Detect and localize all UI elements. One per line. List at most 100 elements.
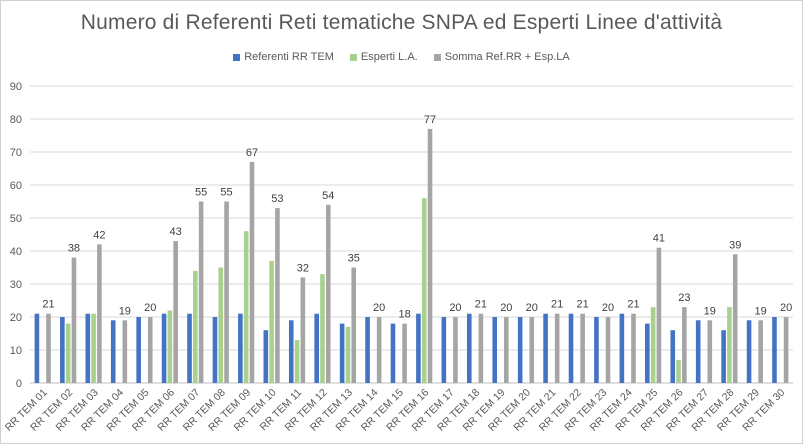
bar-somma-ref-rr-esp-la-20	[529, 317, 535, 383]
bar-referenti-rr-tem-16	[416, 313, 421, 383]
data-label: 20	[144, 302, 156, 314]
bar-referenti-rr-tem-20	[517, 317, 523, 383]
data-label: 77	[424, 114, 436, 126]
bar-referenti-rr-tem-8	[212, 317, 218, 383]
bar-esperti-l-a--8	[218, 267, 224, 383]
data-label: 19	[755, 305, 767, 317]
bar-somma-ref-rr-esp-la-23	[605, 317, 611, 383]
gridlines	[30, 85, 793, 384]
bar-somma-ref-rr-esp-la-4	[122, 320, 128, 383]
bar-esperti-l-a--25	[650, 307, 656, 383]
bar-esperti-l-a--3	[91, 313, 96, 383]
bar-referenti-rr-tem-30	[772, 317, 777, 383]
bar-referenti-rr-tem-11	[288, 320, 294, 383]
bar-somma-ref-rr-esp-la-8	[224, 201, 229, 383]
bar-esperti-l-a--10	[269, 260, 274, 383]
data-label: 21	[42, 299, 54, 311]
bar-referenti-rr-tem-15	[390, 323, 396, 383]
bar-referenti-rr-tem-19	[492, 317, 498, 383]
y-tick-label: 20	[10, 312, 22, 324]
data-label: 20	[449, 302, 461, 314]
bar-somma-ref-rr-esp-la-24	[631, 313, 636, 383]
legend-label-somma: Somma Ref.RR + Esp.LA	[444, 51, 570, 63]
data-label: 21	[627, 299, 639, 311]
bar-referenti-rr-tem-4	[110, 320, 116, 383]
bar-somma-ref-rr-esp-la-18	[478, 313, 484, 383]
data-labels: 21 38 42 19 20 43 55 55 67 53 32 54 35 20 18 77 20 21 20 20…	[42, 114, 792, 321]
bar-somma-ref-rr-esp-la-2	[71, 257, 77, 383]
legend-item-referenti: Referenti RR TEM	[233, 51, 334, 63]
bar-somma-ref-rr-esp-la-9	[249, 161, 255, 383]
bar-esperti-l-a--13	[345, 326, 351, 383]
y-tick-label: 70	[10, 147, 22, 159]
data-label: 38	[68, 243, 80, 255]
bar-somma-ref-rr-esp-la-25	[656, 247, 662, 383]
bar-esperti-l-a--2	[65, 323, 71, 383]
bar-somma-ref-rr-esp-la-16	[427, 128, 433, 383]
bar-referenti-rr-tem-24	[619, 313, 625, 383]
bar-referenti-rr-tem-9	[238, 313, 243, 383]
data-label: 35	[348, 253, 360, 265]
data-label: 19	[119, 305, 131, 317]
bar-somma-ref-rr-esp-la-10	[275, 208, 280, 383]
bar-esperti-l-a--28	[727, 307, 732, 383]
data-label: 53	[271, 193, 283, 205]
bar-referenti-rr-tem-13	[339, 323, 345, 383]
data-label: 67	[246, 147, 258, 159]
bar-referenti-rr-tem-14	[365, 317, 370, 383]
bar-referenti-rr-tem-5	[136, 317, 141, 383]
bar-somma-ref-rr-esp-la-11	[300, 277, 306, 383]
bar-somma-ref-rr-esp-la-26	[682, 307, 687, 383]
bar-referenti-rr-tem-23	[594, 317, 599, 383]
legend-swatch-referenti	[233, 53, 241, 61]
bar-somma-ref-rr-esp-la-12	[325, 204, 331, 383]
bar-somma-ref-rr-esp-la-17	[453, 317, 458, 383]
bar-somma-ref-rr-esp-la-6	[173, 241, 178, 383]
data-label: 20	[602, 302, 614, 314]
y-tick-label: 50	[10, 213, 22, 225]
bar-referenti-rr-tem-12	[314, 313, 319, 383]
data-label: 18	[398, 309, 410, 321]
bar-somma-ref-rr-esp-la-27	[707, 320, 713, 383]
bar-referenti-rr-tem-3	[85, 313, 91, 383]
data-label: 20	[526, 302, 538, 314]
data-label: 21	[576, 299, 588, 311]
y-tick-label: 60	[10, 180, 22, 192]
legend-swatch-esperti	[349, 53, 357, 61]
y-tick-label: 0	[16, 378, 22, 390]
data-label: 55	[220, 187, 232, 199]
bar-referenti-rr-tem-10	[263, 330, 269, 383]
data-label: 32	[297, 262, 309, 274]
data-label: 41	[653, 233, 665, 245]
data-label: 19	[704, 305, 716, 317]
data-label: 21	[551, 299, 563, 311]
bar-referenti-rr-tem-28	[721, 330, 726, 383]
legend: Referenti RR TEM Esperti L.A. Somma Ref.…	[0, 51, 803, 63]
bar-esperti-l-a--9	[243, 231, 249, 383]
bar-referenti-rr-tem-29	[746, 320, 752, 383]
y-tick-label: 10	[10, 345, 22, 357]
bar-esperti-l-a--12	[320, 274, 325, 383]
bar-esperti-l-a--26	[676, 359, 681, 383]
bar-somma-ref-rr-esp-la-22	[580, 313, 585, 383]
legend-item-somma: Somma Ref.RR + Esp.LA	[433, 51, 570, 63]
bar-esperti-l-a--7	[193, 270, 198, 383]
bar-somma-ref-rr-esp-la-7	[198, 201, 204, 383]
bar-referenti-rr-tem-22	[568, 313, 574, 383]
bar-referenti-rr-tem-27	[695, 320, 701, 383]
y-tick-label: 40	[10, 246, 22, 258]
bar-somma-ref-rr-esp-la-3	[97, 244, 102, 383]
bar-referenti-rr-tem-7	[187, 313, 192, 383]
bar-somma-ref-rr-esp-la-29	[758, 320, 763, 383]
y-axis-ticks: 0 10 20 30 40 50 60 70 80 90	[10, 81, 22, 390]
bar-esperti-l-a--6	[167, 310, 173, 383]
legend-item-esperti: Esperti L.A.	[349, 51, 418, 63]
y-tick-label: 30	[10, 279, 22, 291]
data-label: 20	[500, 302, 512, 314]
bar-somma-ref-rr-esp-la-28	[732, 254, 738, 383]
y-tick-label: 90	[10, 81, 22, 93]
bar-referenti-rr-tem-25	[645, 323, 650, 383]
